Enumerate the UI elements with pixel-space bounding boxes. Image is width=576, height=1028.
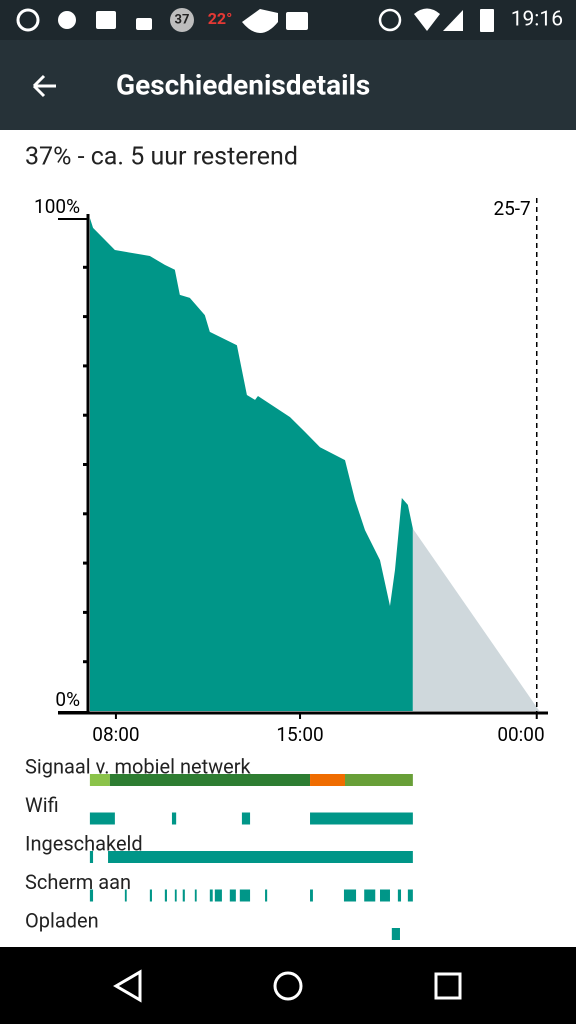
- track-segment: [89, 851, 94, 863]
- nav-back[interactable]: [113, 969, 142, 1003]
- x-tick-label: 15:00: [276, 723, 323, 746]
- track-segment: [108, 851, 413, 863]
- x-tick-label: 00:00: [497, 723, 544, 746]
- track-segment: [229, 889, 236, 902]
- track-segment: [124, 889, 127, 902]
- nav-home[interactable]: [273, 971, 303, 1001]
- x-tick-label: 08:00: [92, 723, 139, 746]
- track-segment: [171, 812, 177, 825]
- track-segment: [174, 889, 177, 902]
- track-segment: [310, 889, 313, 902]
- history-tracks: Signaal v. mobiel netwerkWifiIngeschakel…: [25, 754, 413, 940]
- track-segment: [164, 889, 167, 902]
- battery-area: [412, 528, 540, 711]
- track-segment: [241, 812, 251, 825]
- track-label: Opladen: [25, 908, 99, 932]
- track-segment: [209, 889, 213, 902]
- app-title: Geschiedenisdetails: [116, 68, 370, 101]
- track-segment: [407, 889, 413, 902]
- track-segment: [310, 812, 413, 825]
- track-label: Scherm aan: [25, 870, 131, 894]
- track-segment: [379, 889, 390, 902]
- track-segment: [149, 889, 152, 902]
- y-tick-label: 0%: [55, 688, 80, 711]
- track-segment: [214, 889, 222, 902]
- track-label: Wifi: [25, 793, 59, 817]
- nav-bar: [0, 947, 576, 1024]
- track-segment: [265, 889, 268, 902]
- track-segment: [89, 889, 94, 902]
- status-time: 19:16: [511, 8, 563, 32]
- summary: 37% - ca. 5 uur resterend: [25, 143, 298, 172]
- track-segment: [109, 774, 311, 786]
- battery-chart: 0% 100% 08:00 15:00 00:00 25-7: [34, 195, 548, 746]
- status-temperature: 22°: [208, 9, 233, 28]
- track-segment: [397, 889, 402, 902]
- track-segment: [364, 889, 376, 902]
- date-marker-label: 25-7: [493, 197, 530, 220]
- track-segment: [182, 889, 185, 902]
- track-segment: [310, 774, 346, 786]
- track-segment: [345, 774, 413, 786]
- battery-area: [89, 218, 413, 711]
- track-segment: [239, 889, 251, 902]
- track-segment: [343, 889, 357, 902]
- track-segment: [391, 928, 400, 940]
- app-bar: [0, 40, 576, 130]
- track-segment: [89, 812, 115, 825]
- y-tick-label: 100%: [34, 195, 80, 218]
- back-button[interactable]: [32, 74, 56, 98]
- status-badge: 37: [175, 12, 190, 27]
- track-segment: [194, 889, 197, 902]
- track-segment: [89, 774, 110, 786]
- status-icons: [16, 8, 494, 33]
- nav-recents[interactable]: [434, 972, 462, 1000]
